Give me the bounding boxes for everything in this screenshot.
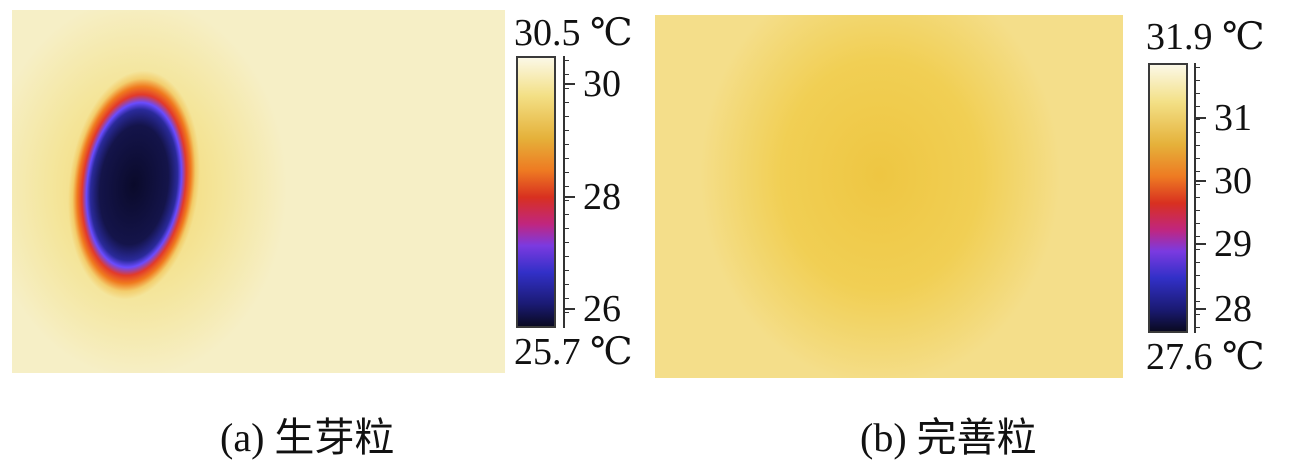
- colorbar-minor-tick: [1194, 210, 1200, 211]
- colorbar-b-max-label: 31.9 ℃: [1146, 16, 1265, 58]
- colorbar-minor-tick: [1194, 197, 1200, 198]
- colorbar-minor-tick: [563, 60, 569, 61]
- colorbar-minor-tick: [1194, 132, 1200, 133]
- colorbar-minor-tick: [1194, 327, 1200, 328]
- colorbar-minor-tick: [1194, 236, 1200, 237]
- colorbar-minor-tick: [563, 172, 569, 173]
- colorbar-a-tick-label: 30: [583, 63, 621, 105]
- colorbar-minor-tick: [1194, 184, 1200, 185]
- colorbar-minor-tick: [563, 270, 569, 271]
- colorbar-b-tick-label: 29: [1214, 223, 1252, 265]
- colorbar-minor-tick: [1194, 223, 1200, 224]
- colorbar-minor-tick: [563, 102, 569, 103]
- colorbar-major-tick: [563, 83, 575, 85]
- colorbar-minor-tick: [1194, 275, 1200, 276]
- colorbar-minor-tick: [1194, 171, 1200, 172]
- colorbar-a: [516, 56, 556, 328]
- colorbar-minor-tick: [563, 186, 569, 187]
- caption-a: (a) 生芽粒: [220, 415, 395, 460]
- colorbar-a-tick-label: 28: [583, 176, 621, 218]
- colorbar-minor-tick: [563, 256, 569, 257]
- colorbar-minor-tick: [563, 298, 569, 299]
- thermal-image-sprouted-grain: [12, 10, 505, 373]
- colorbar-major-tick: [563, 308, 575, 310]
- caption-b: (b) 完善粒: [860, 415, 1037, 460]
- colorbar-b-min-label: 27.6 ℃: [1146, 336, 1265, 378]
- colorbar-major-tick: [1194, 180, 1206, 182]
- grain-hotspot: [55, 62, 213, 308]
- colorbar-a-max-label: 30.5 ℃: [514, 12, 633, 54]
- colorbar-minor-tick: [1194, 288, 1200, 289]
- colorbar-major-tick: [1194, 308, 1206, 310]
- colorbar-minor-tick: [1194, 158, 1200, 159]
- colorbar-minor-tick: [563, 242, 569, 243]
- colorbar-minor-tick: [1194, 93, 1200, 94]
- colorbar-b-tick-label: 28: [1214, 288, 1252, 330]
- colorbar-a-ticks: [563, 56, 579, 328]
- colorbar-b-ticks: [1194, 63, 1210, 333]
- colorbar-minor-tick: [563, 116, 569, 117]
- colorbar-minor-tick: [563, 158, 569, 159]
- colorbar-b-tick-label: 31: [1214, 97, 1252, 139]
- colorbar-major-tick: [1194, 117, 1206, 119]
- colorbar-a-tick-label: 26: [583, 288, 621, 330]
- colorbar-minor-tick: [563, 74, 569, 75]
- colorbar-minor-tick: [563, 312, 569, 313]
- colorbar-minor-tick: [563, 228, 569, 229]
- colorbar-minor-tick: [563, 284, 569, 285]
- colorbar-major-tick: [563, 196, 575, 198]
- colorbar-minor-tick: [563, 214, 569, 215]
- colorbar-minor-tick: [563, 144, 569, 145]
- colorbar-minor-tick: [1194, 262, 1200, 263]
- colorbar-b-tick-label: 30: [1214, 160, 1252, 202]
- thermal-image-sound-grain: [655, 15, 1123, 378]
- colorbar-minor-tick: [563, 200, 569, 201]
- colorbar-minor-tick: [1194, 106, 1200, 107]
- colorbar-minor-tick: [1194, 301, 1200, 302]
- colorbar-minor-tick: [1194, 145, 1200, 146]
- colorbar-minor-tick: [1194, 314, 1200, 315]
- colorbar-minor-tick: [563, 88, 569, 89]
- colorbar-a-min-label: 25.7 ℃: [514, 331, 633, 373]
- colorbar-minor-tick: [1194, 67, 1200, 68]
- colorbar-minor-tick: [1194, 249, 1200, 250]
- colorbar-major-tick: [1194, 243, 1206, 245]
- colorbar-b: [1148, 63, 1188, 333]
- colorbar-minor-tick: [1194, 119, 1200, 120]
- colorbar-minor-tick: [563, 130, 569, 131]
- colorbar-minor-tick: [1194, 80, 1200, 81]
